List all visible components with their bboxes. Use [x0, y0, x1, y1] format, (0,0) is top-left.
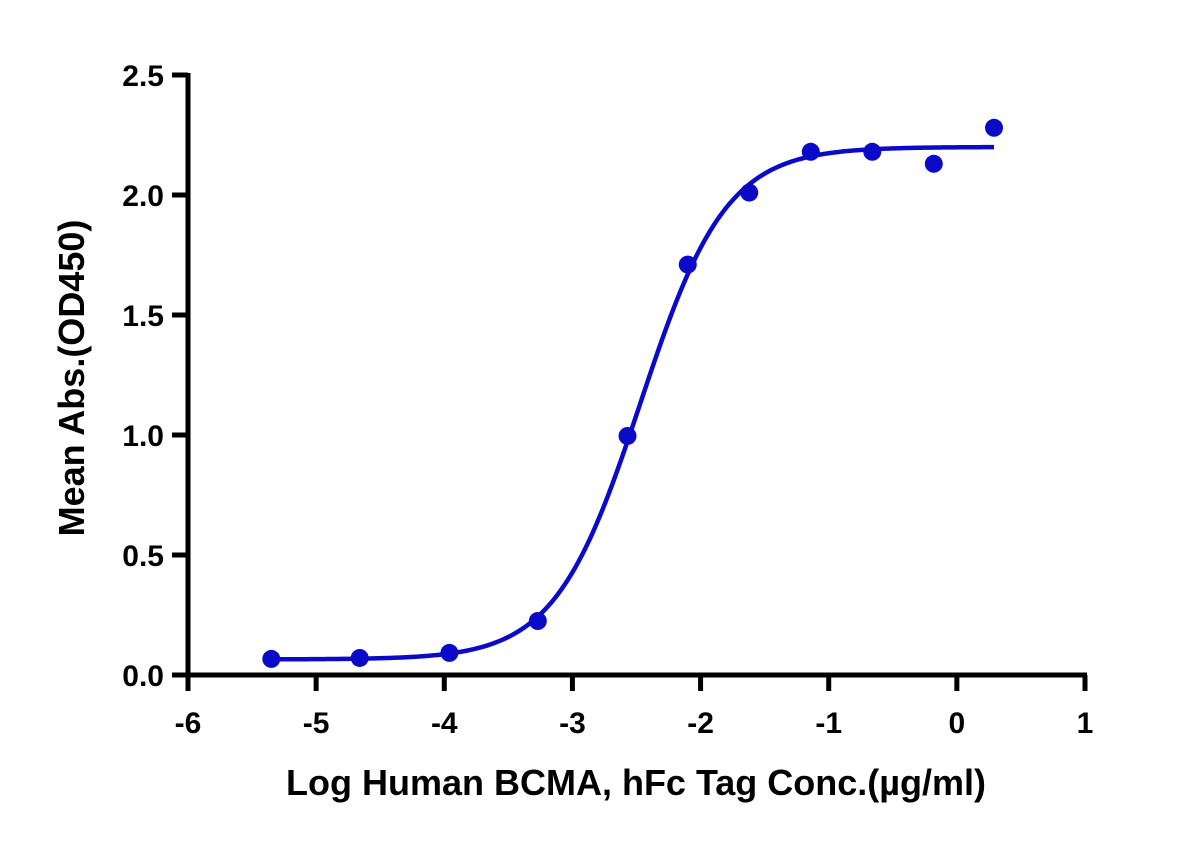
- x-tick-label: -5: [303, 707, 330, 740]
- x-tick-label: 0: [949, 707, 966, 740]
- y-tick-label: 1.0: [122, 420, 164, 453]
- x-axis-title: Log Human BCMA, hFc Tag Conc.(µg/ml): [286, 762, 986, 803]
- fit-curve: [271, 144, 995, 662]
- x-tick-label: 1: [1077, 707, 1094, 740]
- data-point: [440, 643, 459, 662]
- data-point: [618, 426, 637, 445]
- data-point: [801, 142, 820, 161]
- x-tick-label: -4: [431, 707, 458, 740]
- y-tick-label: 0.0: [122, 660, 164, 693]
- x-tick-label: -3: [559, 707, 586, 740]
- y-axis-ticks: 0.0 0.5 1.0 1.5 2.0 2.5: [122, 60, 188, 693]
- data-point: [740, 183, 759, 202]
- data-point: [678, 255, 697, 274]
- fit-curve-path: [271, 144, 995, 662]
- data-point: [350, 648, 369, 667]
- x-axis-ticks: -6 -5 -4 -3 -2 -1 0 1: [175, 675, 1094, 740]
- y-tick-label: 2.5: [122, 60, 164, 93]
- x-tick-label: -2: [687, 707, 714, 740]
- data-point: [528, 612, 547, 630]
- data-point: [985, 118, 1004, 137]
- data-point: [262, 649, 281, 668]
- data-points: [262, 118, 1004, 668]
- x-tick-label: -1: [815, 707, 842, 740]
- y-tick-label: 2.0: [122, 180, 164, 213]
- x-tick-label: -6: [175, 707, 202, 740]
- y-tick-label: 0.5: [122, 540, 164, 573]
- data-point: [924, 154, 943, 173]
- y-axis-title: Mean Abs.(OD450): [51, 220, 92, 537]
- axes: [183, 73, 1087, 688]
- y-tick-label: 1.5: [122, 300, 164, 333]
- data-point: [863, 142, 882, 161]
